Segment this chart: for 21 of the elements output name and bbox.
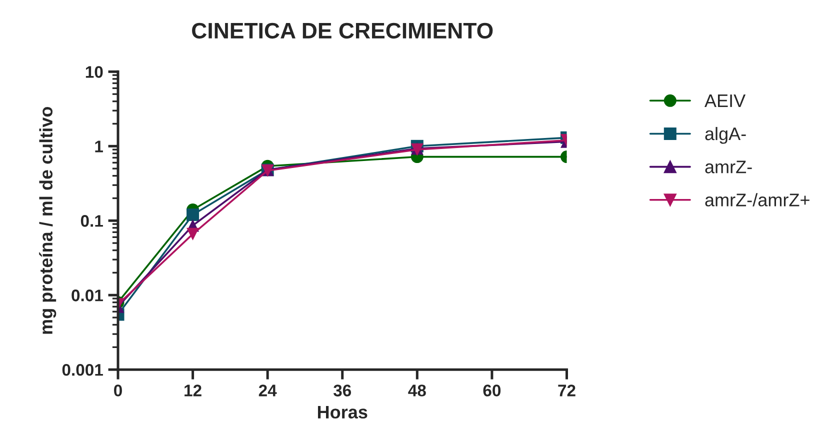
y-axis-title: mg proteína / ml de cultivo: [39, 106, 56, 334]
point: [186, 208, 200, 221]
y-tick-label: 1: [95, 140, 103, 152]
x-tick-label: 0: [114, 384, 122, 396]
y-tick-label: 0.01: [72, 290, 103, 302]
x-tick-label: 48: [408, 384, 426, 396]
point: [186, 228, 200, 240]
x-tick-label: 24: [258, 384, 277, 396]
x-tick-label: 12: [184, 384, 202, 396]
legend-label: amrZ-/amrZ+: [705, 193, 810, 206]
legend-label: algA-: [705, 126, 746, 144]
chart-title: CINETICA DE CRECIMIENTO: [192, 22, 493, 39]
legend-label: AEIV: [704, 94, 746, 107]
y-tick-label: 0.001: [62, 364, 103, 376]
y-tick-label: 10: [86, 66, 103, 78]
x-tick-label: 36: [333, 384, 352, 396]
x-tick-label: 72: [558, 384, 576, 396]
x-tick-label: 60: [483, 384, 501, 396]
y-tick-label: 0.1: [80, 215, 103, 227]
x-axis-title: Horas: [318, 406, 368, 419]
legend-label: amrZ-: [705, 160, 752, 174]
